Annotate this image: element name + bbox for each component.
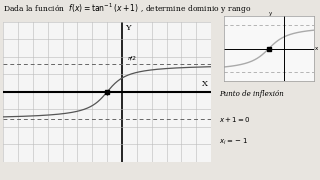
Text: x: x — [315, 46, 318, 51]
Text: y: y — [269, 11, 272, 15]
Text: X: X — [202, 80, 208, 88]
Text: $\pi\!/2$: $\pi\!/2$ — [126, 54, 137, 62]
Text: Punto de inflexión: Punto de inflexión — [219, 90, 284, 98]
Text: Y: Y — [125, 24, 131, 32]
Text: $x_i = -1$: $x_i = -1$ — [219, 137, 248, 147]
Text: Dada la función  $f(x) = \tan^{-1}(x+1)$ , determine dominio y rango: Dada la función $f(x) = \tan^{-1}(x+1)$ … — [3, 2, 252, 16]
Text: $x + 1 = 0$: $x + 1 = 0$ — [219, 115, 251, 124]
